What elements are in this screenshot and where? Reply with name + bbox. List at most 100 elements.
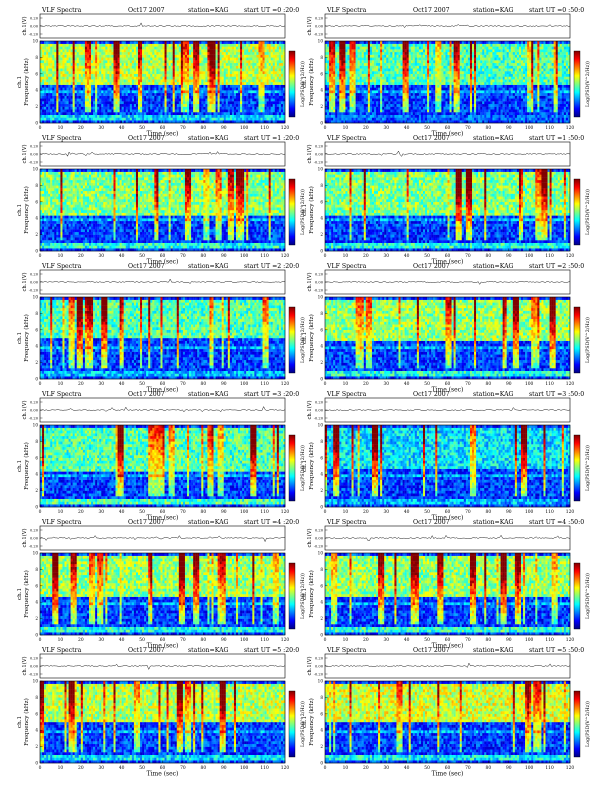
- spectrogram-cell: [152, 104, 154, 107]
- spectrogram-cell: [350, 101, 352, 104]
- spectrogram-cell: [40, 96, 42, 99]
- spectrogram-cell: [372, 71, 374, 74]
- spectrogram-cell: [85, 87, 87, 90]
- spectrogram-cell: [95, 115, 97, 118]
- spectrogram-cell: [58, 55, 60, 58]
- spectrogram-cell: [128, 87, 130, 90]
- spectrogram-cell: [222, 96, 224, 99]
- spectrogram-cell: [337, 55, 339, 58]
- spectrogram-cell: [362, 77, 364, 80]
- spectrogram-cell: [52, 41, 54, 44]
- spectrogram-cell: [158, 107, 160, 110]
- spectrogram-cell: [95, 107, 97, 110]
- spectrogram-cell: [329, 109, 331, 112]
- spectrogram-cell: [105, 87, 107, 90]
- spectrogram-cell: [73, 115, 75, 118]
- spectrogram-cell: [83, 112, 85, 115]
- spectrogram-cell: [146, 115, 148, 118]
- spectrogram-cell: [107, 79, 109, 82]
- spectrogram-cell: [85, 52, 87, 55]
- spectrogram-cell: [150, 96, 152, 99]
- spectrogram-cell: [54, 96, 56, 99]
- spectrogram-cell: [71, 52, 73, 55]
- spectrogram-cell: [252, 68, 254, 71]
- spectrogram-cell: [42, 104, 44, 107]
- spectrogram-cell: [271, 112, 273, 115]
- spectrogram-cell: [199, 79, 201, 82]
- spectrogram-cell: [158, 46, 160, 49]
- spectrogram-cell: [329, 118, 331, 121]
- panel-date: Oct17 2007: [413, 7, 450, 14]
- spectrogram-cell: [124, 87, 126, 90]
- spectrogram-cell: [232, 71, 234, 74]
- spectrogram-cell: [244, 109, 246, 112]
- spectrogram-cell: [347, 96, 349, 99]
- spectrogram-cell: [40, 44, 42, 47]
- spectrogram-cell: [169, 49, 171, 52]
- spectrogram-cell: [93, 104, 95, 107]
- spectrogram-cell: [240, 66, 242, 69]
- spectrogram-cell: [265, 77, 267, 80]
- spectrogram-cell: [44, 44, 46, 47]
- spectrogram-cell: [267, 57, 269, 60]
- spectrogram-cell: [356, 98, 358, 101]
- spectrogram-cell: [132, 90, 134, 93]
- spectrogram-cell: [103, 55, 105, 58]
- spectrogram-cell: [201, 49, 203, 52]
- spectrogram-cell: [256, 85, 258, 88]
- spectrogram-cell: [101, 82, 103, 85]
- spectrogram-cell: [52, 57, 54, 60]
- spectrogram-cell: [107, 52, 109, 55]
- spectrogram-cell: [142, 77, 144, 80]
- spectrogram-cell: [337, 60, 339, 63]
- spectrogram-cell: [167, 85, 169, 88]
- spectrogram-cell: [158, 85, 160, 88]
- panel-station: station=KAG: [188, 7, 229, 14]
- spectrogram-cell: [329, 115, 331, 118]
- spectrogram-cell: [248, 49, 250, 52]
- spectrogram-cell: [256, 44, 258, 47]
- spectrogram-cell: [42, 55, 44, 58]
- spectrogram-cell: [341, 82, 343, 85]
- spectrogram-cell: [177, 87, 179, 90]
- spectrogram-cell: [179, 93, 181, 96]
- spectrogram-cell: [236, 104, 238, 107]
- spectrogram-cell: [175, 41, 177, 44]
- spectrogram-cell: [236, 82, 238, 85]
- spectrogram-cell: [201, 104, 203, 107]
- spectrogram-cell: [175, 74, 177, 77]
- spectrogram-cell: [358, 90, 360, 93]
- spectrogram-cell: [169, 90, 171, 93]
- spectrogram-cell: [325, 96, 327, 99]
- spectrogram-cell: [142, 85, 144, 88]
- spectrogram-cell: [165, 109, 167, 112]
- spectrogram-cell: [52, 104, 54, 107]
- spectrogram-cell: [240, 63, 242, 66]
- spectrogram-cell: [136, 71, 138, 74]
- spectrogram-cell: [214, 96, 216, 99]
- spectrogram-cell: [234, 44, 236, 47]
- spectrogram-cell: [218, 118, 220, 121]
- spectrogram-cell: [271, 118, 273, 121]
- spectrogram-cell: [364, 49, 366, 52]
- spectrogram-cell: [116, 41, 118, 44]
- spectrogram-cell: [158, 44, 160, 47]
- spectrogram-cell: [134, 96, 136, 99]
- spectrogram-cell: [179, 87, 181, 90]
- spectrogram-cell: [67, 118, 69, 121]
- spectrogram-cell: [89, 90, 91, 93]
- spectrogram-cell: [236, 44, 238, 47]
- spectrogram-cell: [169, 77, 171, 80]
- spectrogram-cell: [368, 79, 370, 82]
- spectrogram-cell: [87, 49, 89, 52]
- spectrogram-cell: [171, 87, 173, 90]
- spectrogram-cell: [175, 93, 177, 96]
- spectrogram-cell: [77, 93, 79, 96]
- spectrogram-cell: [69, 71, 71, 74]
- spectrogram-cell: [87, 63, 89, 66]
- spectrogram-cell: [358, 115, 360, 118]
- spectrogram-cell: [185, 107, 187, 110]
- spectrogram-cell: [163, 44, 165, 47]
- spectrogram-cell: [124, 115, 126, 118]
- spectrogram-cell: [228, 44, 230, 47]
